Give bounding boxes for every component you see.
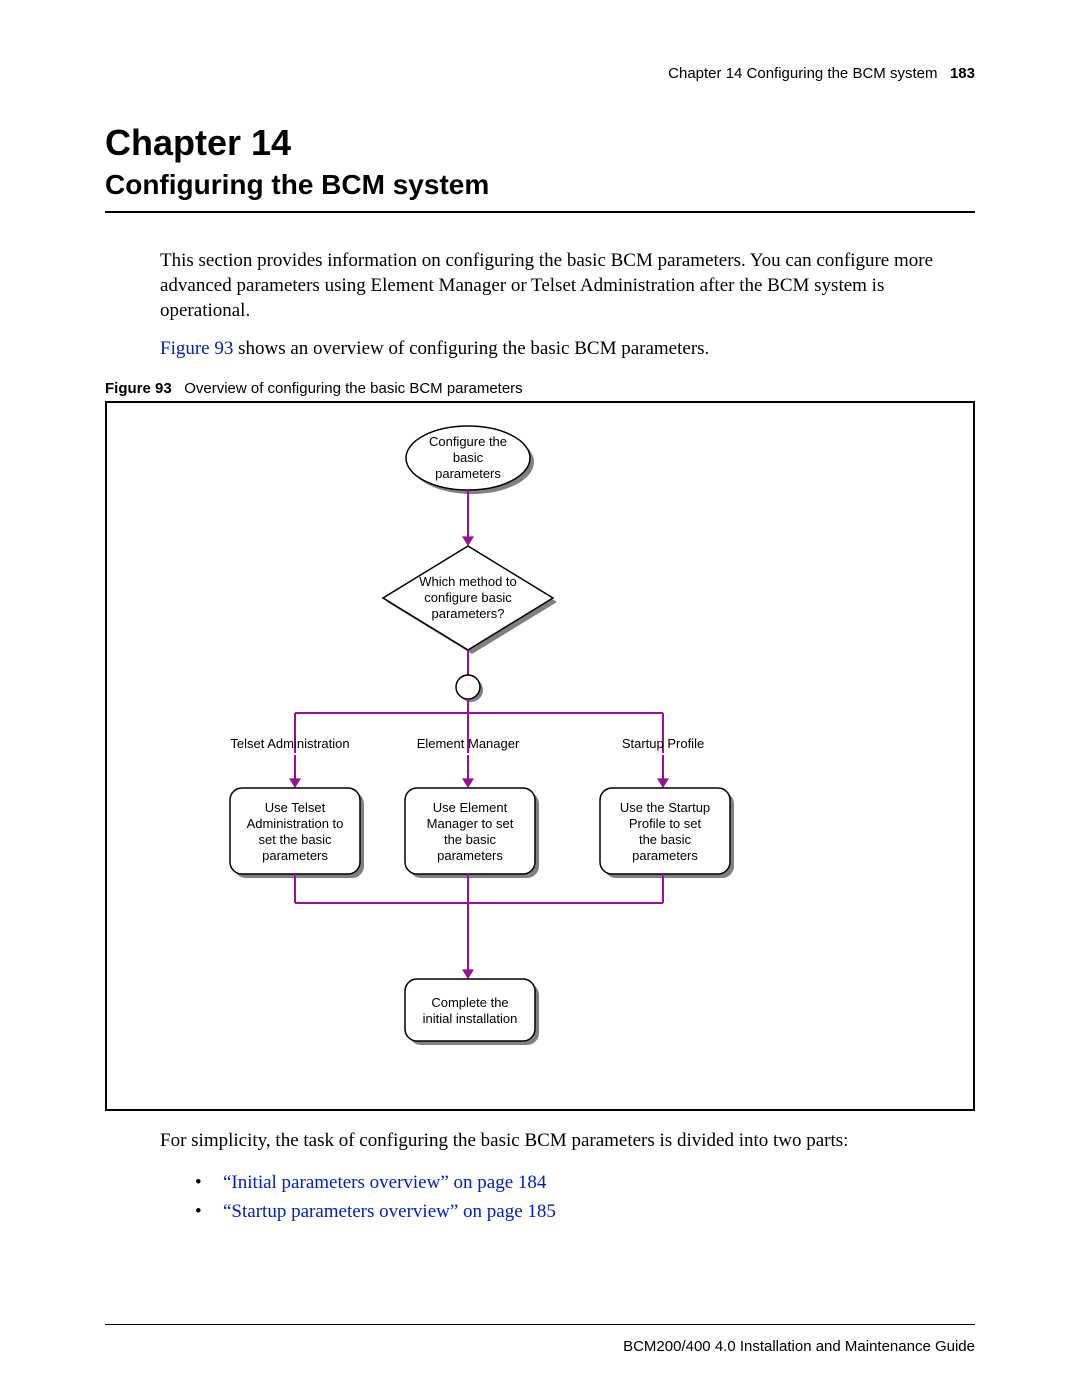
svg-text:configure basic: configure basic: [424, 590, 512, 605]
chapter-number: Chapter 14: [105, 122, 975, 163]
figure-caption-text: Overview of configuring the basic BCM pa…: [184, 380, 522, 397]
running-header: Chapter 14 Configuring the BCM system 18…: [105, 65, 975, 82]
svg-text:Use Element: Use Element: [433, 800, 508, 815]
figure-reference-paragraph: Figure 93 shows an overview of configuri…: [160, 337, 975, 362]
document-page: Chapter 14 Configuring the BCM system 18…: [0, 0, 1080, 1397]
footer-text: BCM200/400 4.0 Installation and Maintena…: [623, 1338, 975, 1355]
svg-text:Use the Startup: Use the Startup: [620, 800, 710, 815]
chapter-title: Configuring the BCM system: [105, 169, 975, 201]
figure-reference-text: shows an overview of configuring the bas…: [233, 338, 709, 359]
figure-93-link[interactable]: Figure 93: [160, 338, 233, 359]
title-rule: [105, 211, 975, 213]
header-page-number: 183: [950, 65, 975, 82]
after-figure-paragraph: For simplicity, the task of configuring …: [160, 1129, 975, 1154]
svg-text:initial installation: initial installation: [423, 1011, 518, 1026]
link-startup-parameters[interactable]: “Startup parameters overview” on page 18…: [223, 1201, 556, 1222]
bullet-item: “Startup parameters overview” on page 18…: [195, 1197, 975, 1226]
footer-rule: [105, 1324, 975, 1325]
intro-paragraph: This section provides information on con…: [160, 249, 975, 323]
svg-text:parameters: parameters: [435, 466, 501, 481]
svg-text:set the basic: set the basic: [259, 832, 332, 847]
svg-text:parameters: parameters: [437, 848, 503, 863]
flowchart-svg: Configure thebasicparametersWhich method…: [107, 403, 973, 1109]
svg-text:parameters?: parameters?: [432, 606, 505, 621]
svg-text:parameters: parameters: [262, 848, 328, 863]
header-chapter-ref: Chapter 14 Configuring the BCM system: [668, 65, 937, 82]
svg-text:basic: basic: [453, 450, 484, 465]
svg-text:Manager to set: Manager to set: [427, 816, 514, 831]
svg-text:Which method to: Which method to: [419, 574, 517, 589]
svg-text:Profile to set: Profile to set: [629, 816, 702, 831]
svg-text:the basic: the basic: [444, 832, 497, 847]
svg-text:Telset Administration: Telset Administration: [230, 736, 349, 751]
svg-text:parameters: parameters: [632, 848, 698, 863]
link-initial-parameters[interactable]: “Initial parameters overview” on page 18…: [223, 1172, 546, 1193]
svg-text:Use Telset: Use Telset: [265, 800, 326, 815]
figure-93-container: Configure thebasicparametersWhich method…: [105, 401, 975, 1111]
svg-text:Element Manager: Element Manager: [417, 736, 520, 751]
bullet-item: “Initial parameters overview” on page 18…: [195, 1168, 975, 1197]
svg-text:Startup Profile: Startup Profile: [622, 736, 704, 751]
figure-label: Figure 93: [105, 380, 172, 397]
figure-caption: Figure 93 Overview of configuring the ba…: [105, 380, 975, 397]
svg-text:Configure the: Configure the: [429, 434, 507, 449]
svg-text:the basic: the basic: [639, 832, 692, 847]
bullet-list: “Initial parameters overview” on page 18…: [195, 1168, 975, 1227]
svg-text:Complete the: Complete the: [431, 995, 508, 1010]
svg-text:Administration to: Administration to: [247, 816, 344, 831]
